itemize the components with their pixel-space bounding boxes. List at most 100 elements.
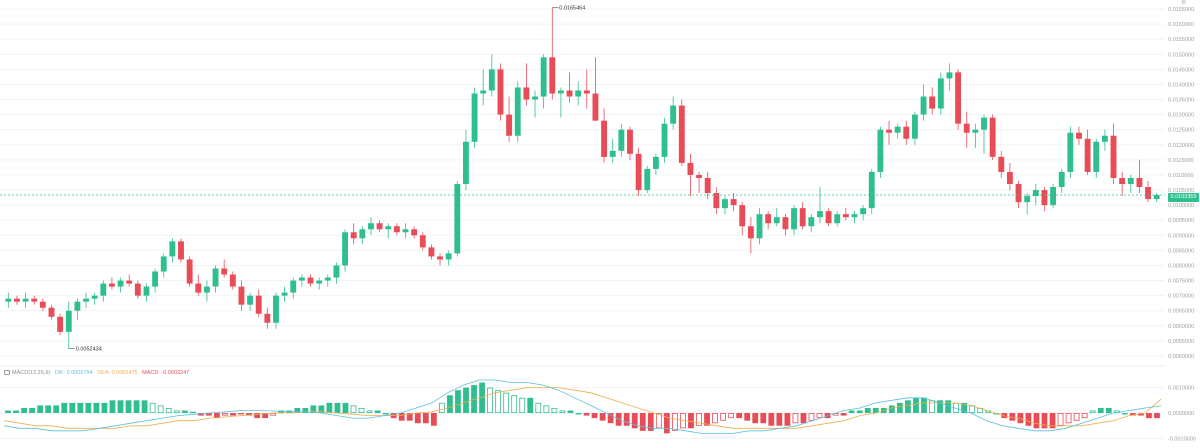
macd-histogram-bar (856, 410, 863, 414)
macd-histogram-bar (1129, 413, 1136, 416)
macd-histogram-bar (222, 413, 228, 416)
candle-body (212, 268, 219, 287)
macd-histogram-bar (527, 397, 534, 414)
candle-body (143, 286, 150, 296)
macd-tick-label: 0.0010000 (1168, 386, 1194, 392)
macd-histogram-bar (1065, 413, 1072, 424)
candle-body (929, 96, 936, 109)
candle-body (687, 162, 694, 175)
grid-lines (0, 8, 1165, 439)
candle-body (160, 256, 167, 272)
macd-tick-label: 0.0000000 (1168, 411, 1194, 417)
macd-histogram-bar (422, 413, 429, 424)
candle-body (22, 298, 29, 302)
macd-histogram-bar (848, 410, 855, 414)
last-price-tag: 0.0103359 (1168, 193, 1199, 202)
candle-body (471, 93, 478, 142)
price-tick-label: 0.0075000 (1168, 279, 1194, 285)
macd-histogram-bar (455, 390, 461, 414)
candle-body (65, 310, 72, 332)
macd-histogram-bar (205, 413, 212, 416)
candle-body (247, 295, 254, 305)
candle-body (609, 150, 616, 157)
macd-histogram-bar (720, 413, 727, 421)
macd-histogram-bar (921, 397, 927, 414)
macd-value: MACD: -0.0002247 (142, 370, 190, 376)
macd-histogram-bar (1097, 407, 1104, 414)
candle-body (601, 120, 608, 157)
macd-histogram-bar (728, 413, 735, 419)
macd-histogram-bar (1057, 413, 1064, 426)
macd-histogram-bar (535, 402, 542, 414)
candle-body (627, 129, 633, 154)
macd-histogram-bar (736, 413, 743, 419)
candle-body (14, 298, 20, 302)
candle-body (281, 292, 288, 296)
indicator-box-icon[interactable] (4, 370, 10, 375)
macd-histogram-bar (937, 400, 943, 414)
macd-histogram-bar (1017, 413, 1024, 424)
macd-histogram-bar (165, 407, 172, 414)
macd-histogram-bar (495, 390, 502, 414)
macd-histogram-bar (784, 413, 791, 426)
macd-histogram-bar (157, 405, 164, 414)
macd-histogram-bar (1138, 413, 1144, 416)
candle-body (713, 193, 720, 209)
price-tick-label: 0.0060000 (1168, 324, 1194, 330)
macd-histogram-bar (1105, 407, 1112, 414)
macd-histogram-bar (310, 405, 317, 414)
candle-body (1058, 171, 1065, 188)
candle-body (989, 117, 996, 157)
macd-histogram-bar (294, 407, 301, 414)
macd-histogram-bar (189, 411, 196, 414)
candle-body (523, 87, 530, 100)
price-tick-label: 0.0070000 (1168, 294, 1194, 300)
candle-body (203, 286, 210, 293)
price-tick-label: 0.0125000 (1168, 128, 1194, 134)
candle-body (316, 280, 323, 284)
candle-body (333, 265, 340, 278)
candle-body (1050, 187, 1057, 206)
candle-body (1119, 177, 1126, 185)
macd-histogram-bar (551, 407, 558, 414)
price-tick-label: 0.0130000 (1168, 113, 1194, 119)
macd-histogram-bar (479, 382, 485, 414)
candle-body (972, 129, 979, 133)
high-label: 0.0165464 (559, 6, 585, 12)
settings-icon[interactable]: ⚙ (1181, 0, 1187, 6)
candle-body (238, 286, 245, 305)
candle-body (514, 87, 521, 136)
macd-histogram-bar (1121, 413, 1128, 415)
candle-body (1006, 171, 1013, 185)
candle-body (618, 129, 625, 151)
macd-histogram-bar (945, 400, 951, 414)
candle-body (126, 280, 133, 284)
price-axis: 0.0165000 0.0160000 0.0155000 0.0150000 0.01… (1168, 7, 1194, 360)
macd-histogram-bar (366, 410, 373, 414)
candle-body (359, 229, 366, 239)
price-tick-label: 0.0165000 (1168, 7, 1194, 13)
macd-histogram-bar (792, 413, 799, 424)
macd-tick-label: -0.0010000 (1168, 436, 1196, 442)
macd-histogram-bar (230, 413, 236, 416)
candle-body (1076, 132, 1082, 139)
candle-body (963, 123, 970, 133)
macd-histogram-bar (1025, 413, 1032, 426)
price-tick-label: 0.0055000 (1168, 339, 1194, 345)
macd-histogram-bar (149, 402, 156, 414)
candle-body (350, 232, 357, 239)
macd-histogram-bar (599, 413, 606, 421)
candle-body (817, 211, 823, 218)
candle-body (886, 129, 892, 133)
candle-body (437, 256, 443, 260)
candle-body (670, 105, 677, 124)
candle-body (825, 211, 832, 224)
candle-body (57, 316, 64, 332)
macd-histogram-bar (438, 402, 445, 414)
candle-body (376, 223, 383, 230)
price-tick-label: 0.0120000 (1168, 143, 1194, 149)
candle-body (696, 174, 702, 178)
candle-body (1093, 141, 1100, 172)
